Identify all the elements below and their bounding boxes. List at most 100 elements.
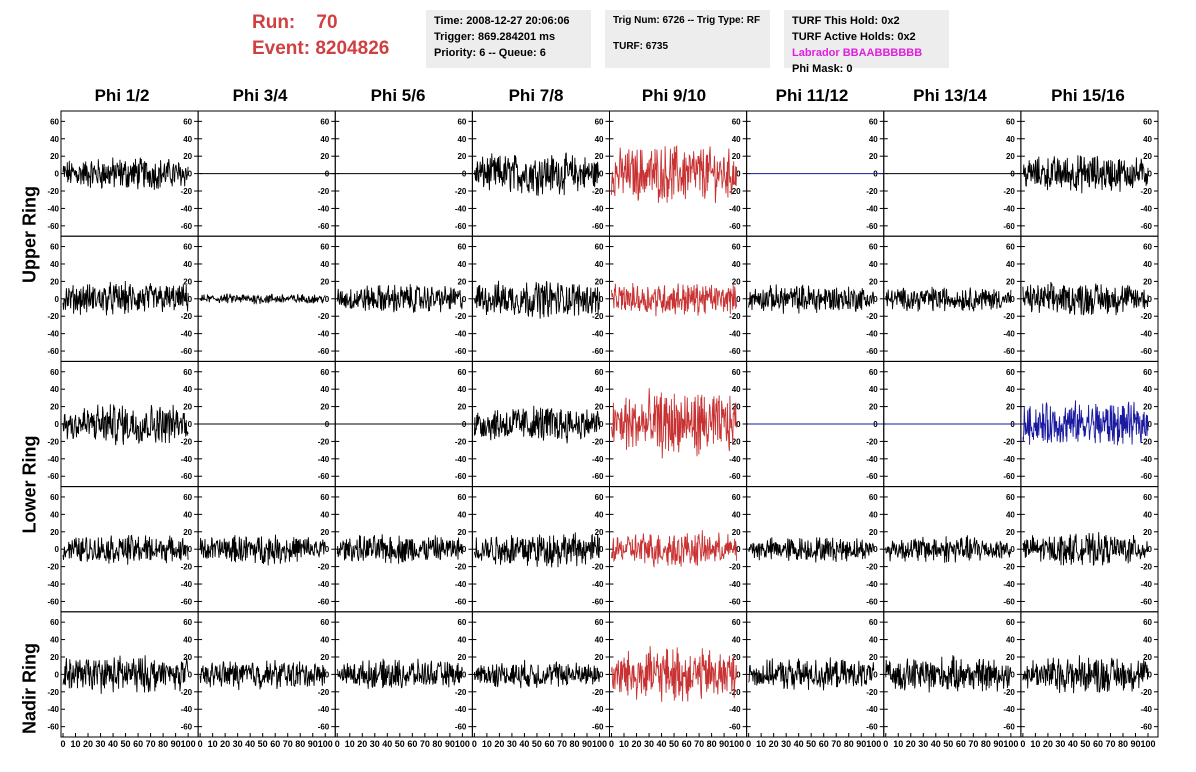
y-tick-label-inner: 40 [732, 260, 741, 269]
x-tick-label: 90 [308, 739, 318, 749]
y-tick-label: 20 [50, 653, 59, 662]
y-tick-label-inner: 40 [732, 510, 741, 519]
y-tick-label-inner: 0 [462, 545, 467, 554]
y-tick-label-inner: -40 [181, 330, 193, 339]
y-tick-label-inner: -60 [318, 222, 330, 231]
x-tick-label: 10 [208, 739, 218, 749]
panel-r2-c4: 60 40 20 0 -20 -40 -60 [471, 235, 610, 362]
y-tick-label-inner: 0 [736, 295, 741, 304]
y-tick-label-inner: 0 [599, 545, 604, 554]
waveform-trace [611, 388, 738, 459]
y-tick-label-inner: -20 [1003, 437, 1015, 446]
y-tick-label-inner: 40 [183, 636, 192, 645]
panel-r3-c1: 60 60 40 40 20 20 0 0 -20 -20 -40 -40 -60 -60 [47, 360, 199, 488]
y-tick-label-inner: 60 [732, 618, 741, 627]
y-tick-label-inner: -20 [592, 688, 604, 697]
y-tick-label-inner: -20 [729, 688, 741, 697]
y-tick-label-inner: -40 [455, 330, 467, 339]
y-tick-label-inner: 40 [595, 260, 604, 269]
x-tick-label: 50 [669, 739, 679, 749]
panel-r2-c6: 60 40 20 0 -20 -40 -60 [746, 235, 885, 362]
panel-r3-c5: 60 40 20 0 -20 -40 -60 [609, 360, 748, 488]
panel-r5-c4: 60 40 20 0 -20 -40 -60 [471, 611, 610, 738]
x-tick-label: 50 [121, 739, 131, 749]
waveform-trace [473, 405, 600, 444]
y-tick-label-inner: 20 [320, 277, 329, 286]
y-tick-label-inner: -40 [1140, 204, 1152, 213]
y-tick-label-inner: -20 [592, 563, 604, 572]
y-tick-label: 0 [55, 170, 60, 179]
waveform-trace [748, 657, 875, 691]
y-tick-label-inner: -40 [729, 455, 741, 464]
y-tick-label: 20 [50, 277, 59, 286]
y-tick-label-inner: -20 [181, 187, 193, 196]
waveform-trace [62, 404, 189, 446]
y-tick-label-inner: 40 [1006, 636, 1015, 645]
panel-r2-c8: 60 40 20 0 -20 -40 -60 [1020, 235, 1159, 362]
x-tick-label: 60 [270, 739, 280, 749]
y-tick-label: -20 [47, 312, 59, 321]
y-tick-label-inner: -60 [866, 723, 878, 732]
y-tick-label-inner: -20 [866, 563, 878, 572]
panel-r5-c1: 60 60 40 40 20 20 0 0 -20 -20 -40 -40 -60 -60 [47, 611, 199, 738]
y-tick-label: 20 [50, 403, 59, 412]
y-tick-label-inner: 40 [320, 385, 329, 394]
y-tick-label-inner: -20 [729, 187, 741, 196]
x-tick-label: 90 [582, 739, 592, 749]
y-tick-label-inner: -20 [181, 312, 193, 321]
x-tick-label: 80 [158, 739, 168, 749]
waveform-trace [885, 535, 1012, 563]
y-tick-label-inner: 60 [320, 117, 329, 126]
waveform-trace [199, 534, 326, 566]
y-tick-label-inner: 0 [1148, 545, 1153, 554]
y-tick-label-inner: 40 [320, 260, 329, 269]
x-tick-label: 20 [769, 739, 779, 749]
waveform-trace [336, 658, 463, 689]
y-tick-label-inner: 40 [595, 135, 604, 144]
waveform-trace [611, 145, 738, 204]
y-tick-label-inner: -40 [592, 455, 604, 464]
waveform-trace [611, 646, 738, 702]
y-tick-label-inner: -40 [592, 705, 604, 714]
y-tick-label-inner: -40 [181, 580, 193, 589]
y-tick-label-inner: -60 [1003, 222, 1015, 231]
y-tick-label-inner: 60 [183, 493, 192, 502]
y-tick-label-inner: -20 [1140, 688, 1152, 697]
y-tick-label-inner: -20 [866, 437, 878, 446]
x-tick-label: 90 [1130, 739, 1140, 749]
y-tick-label: -40 [47, 705, 59, 714]
y-tick-label: 60 [50, 243, 59, 252]
y-tick-label-inner: -60 [455, 472, 467, 481]
x-tick-label: 60 [133, 739, 143, 749]
panel-r4-c5: 60 40 20 0 -20 -40 -60 [609, 486, 748, 613]
y-tick-label-inner: 40 [869, 636, 878, 645]
y-tick-label-inner: -40 [455, 580, 467, 589]
y-tick-label: -20 [47, 563, 59, 572]
y-tick-label-inner: 40 [869, 385, 878, 394]
y-tick-label-inner: 40 [1143, 260, 1152, 269]
y-tick-label-inner: 40 [732, 636, 741, 645]
trig-num-text: Trig Num: 6726 -- Trig Type: RF [613, 15, 761, 26]
panel-r1-c8: 60 40 20 0 -20 -40 -60 [1020, 110, 1159, 237]
y-tick-label-inner: 0 [736, 545, 741, 554]
x-tick-label: 80 [432, 739, 442, 749]
y-tick-label-inner: 60 [320, 243, 329, 252]
waveform-trace [199, 659, 326, 691]
y-tick-label-inner: -40 [455, 705, 467, 714]
y-tick-label-inner: 0 [873, 545, 878, 554]
phi-label-3: Phi 5/6 [370, 86, 426, 105]
waveform-trace [1022, 281, 1149, 316]
waveform-trace [748, 537, 875, 563]
x-tick-label: 30 [644, 739, 654, 749]
y-tick-label-inner: 0 [599, 670, 604, 679]
run-event-block: Run: 70 Event: 8204826 [252, 10, 389, 62]
y-tick-label-inner: -60 [181, 597, 193, 606]
panel-r4-c8: 60 40 20 0 -20 -40 -60 [1020, 486, 1159, 613]
turf-active-text: TURF Active Holds: 0x2 [792, 31, 916, 43]
y-tick-label-inner: 20 [1006, 403, 1015, 412]
y-tick-label-inner: -40 [866, 705, 878, 714]
y-tick-label-inner: -40 [592, 204, 604, 213]
y-tick-label-inner: -40 [1003, 705, 1015, 714]
